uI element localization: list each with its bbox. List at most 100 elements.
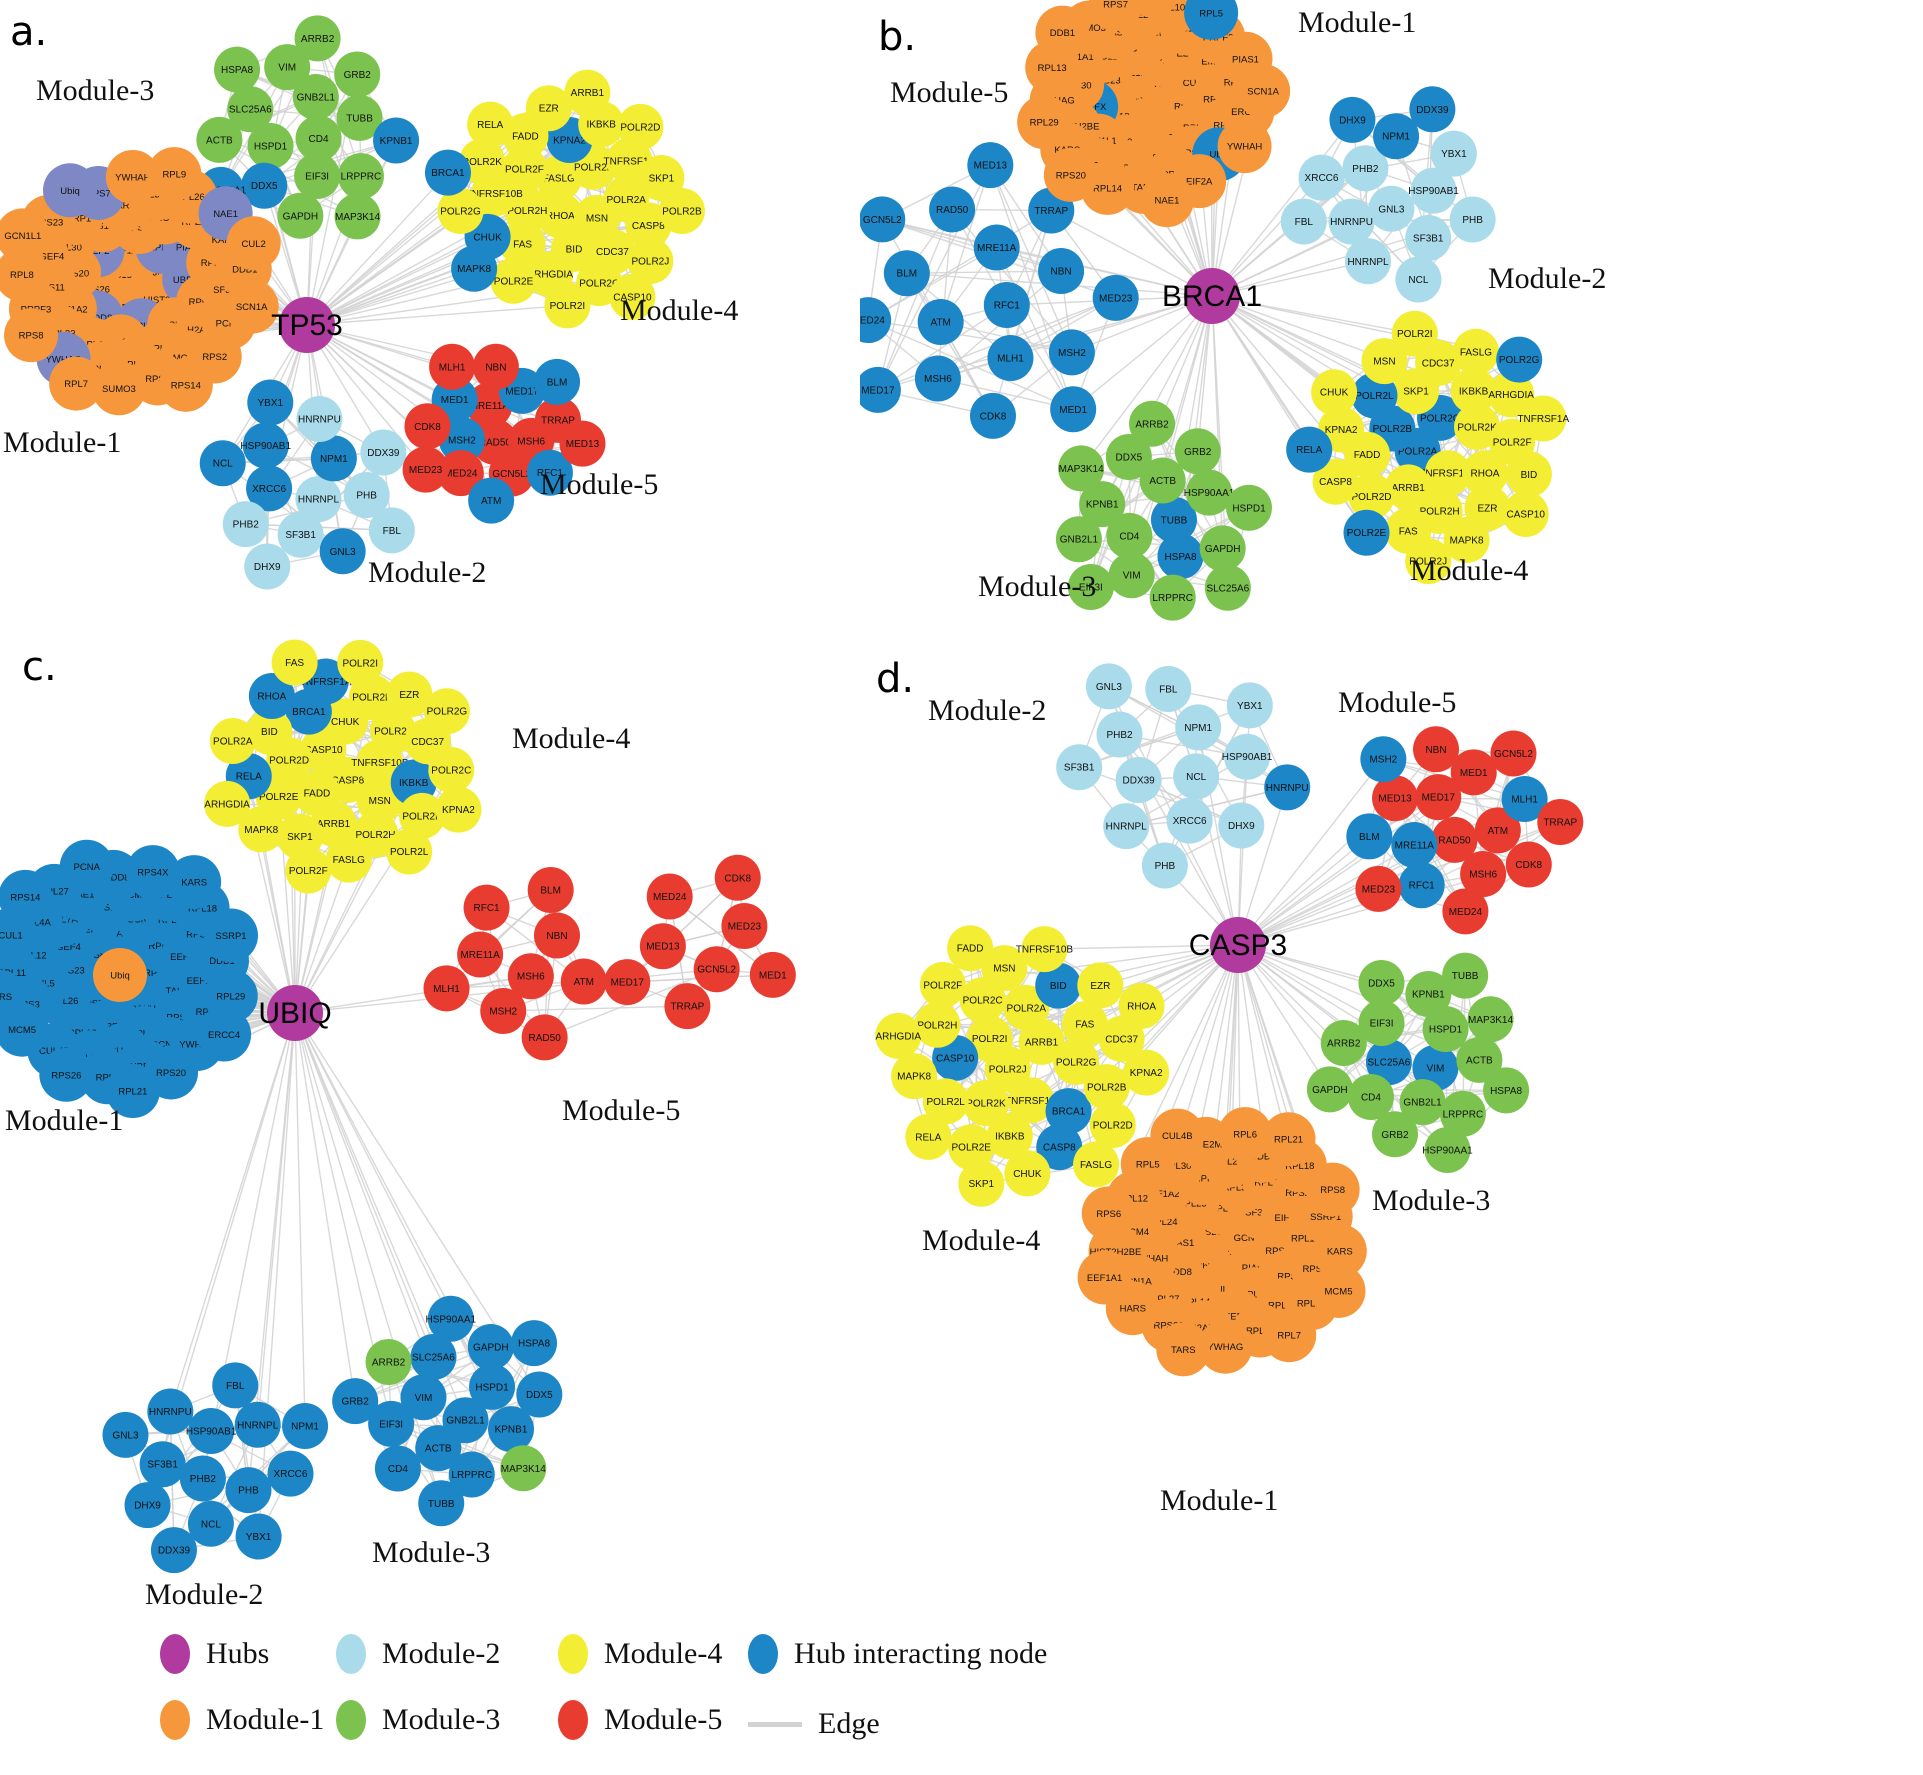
node-RPS8[interactable] bbox=[1305, 1162, 1360, 1217]
node-TRRAP[interactable] bbox=[1537, 799, 1584, 846]
hub-node-UBIQ[interactable] bbox=[267, 985, 323, 1041]
node-BLM[interactable] bbox=[534, 358, 581, 405]
node-RPL26[interactable] bbox=[1126, 0, 1180, 18]
node-TARS[interactable] bbox=[1156, 1322, 1211, 1377]
node-MAPK8[interactable] bbox=[238, 806, 285, 853]
node-BRCA1[interactable] bbox=[1045, 1088, 1092, 1135]
node-TUBB[interactable] bbox=[418, 1480, 465, 1527]
node-MED1[interactable] bbox=[1450, 749, 1497, 796]
node-POLR2K[interactable] bbox=[1454, 403, 1501, 450]
node-HSPD1[interactable] bbox=[1225, 484, 1272, 531]
node-MED24[interactable] bbox=[1442, 888, 1489, 935]
node-Ubiq[interactable] bbox=[43, 163, 98, 218]
node-MSN[interactable] bbox=[981, 945, 1028, 992]
node-RAD50[interactable] bbox=[929, 186, 976, 233]
node-MSH6[interactable] bbox=[1460, 850, 1507, 897]
node-YWHAG[interactable] bbox=[1198, 1319, 1253, 1374]
node-MSH2[interactable] bbox=[438, 416, 485, 463]
node-RPS26[interactable] bbox=[39, 1047, 94, 1102]
node-GCN1L1[interactable] bbox=[0, 208, 50, 263]
node-XRCC6[interactable] bbox=[246, 465, 293, 512]
node-BID[interactable] bbox=[246, 708, 293, 755]
hub-node-TP53[interactable] bbox=[279, 297, 335, 353]
node-ATM[interactable] bbox=[917, 299, 964, 346]
node-MED17[interactable] bbox=[860, 366, 901, 413]
node-SCN1A[interactable] bbox=[224, 279, 279, 334]
node-EZR[interactable] bbox=[1077, 962, 1124, 1009]
node-POLR2J[interactable] bbox=[1405, 538, 1452, 585]
node-KPNA2[interactable] bbox=[435, 786, 482, 833]
node-RHOA[interactable] bbox=[1461, 450, 1508, 497]
node-MAPK8[interactable] bbox=[891, 1053, 938, 1100]
node-MED24[interactable] bbox=[437, 450, 484, 497]
node-TNFRSF1A[interactable] bbox=[1520, 395, 1567, 442]
node-POLR2D[interactable] bbox=[617, 103, 664, 150]
node-CD4[interactable] bbox=[374, 1445, 421, 1492]
node-POLR2E[interactable] bbox=[948, 1124, 995, 1171]
node-SF3B1[interactable] bbox=[1405, 215, 1452, 262]
node-FASLG[interactable] bbox=[325, 836, 372, 883]
node-IKBKB[interactable] bbox=[1450, 367, 1497, 414]
node-POLR2G[interactable] bbox=[1053, 1038, 1100, 1085]
node-MSH6[interactable] bbox=[914, 355, 961, 402]
node-MED23[interactable] bbox=[1092, 274, 1139, 321]
node-MAPK8[interactable] bbox=[451, 245, 498, 292]
node-GNL3[interactable] bbox=[1368, 185, 1415, 232]
node-FAS[interactable] bbox=[271, 639, 318, 686]
node-PHB[interactable] bbox=[1141, 842, 1188, 889]
node-DDX39[interactable] bbox=[1409, 86, 1456, 133]
node-FBL[interactable] bbox=[212, 1362, 259, 1409]
node-RPL21[interactable] bbox=[1261, 1112, 1316, 1167]
node-EIF3I[interactable] bbox=[1358, 999, 1405, 1046]
node-MAP3K14[interactable] bbox=[334, 193, 381, 240]
node-TNFRSF10B[interactable] bbox=[1424, 450, 1471, 497]
node-RPL8[interactable] bbox=[0, 247, 49, 302]
node-POLR2D[interactable] bbox=[1348, 473, 1395, 520]
node-XRCC6[interactable] bbox=[1298, 154, 1345, 201]
node-MED13[interactable] bbox=[1372, 775, 1419, 822]
node-FBL[interactable] bbox=[1145, 666, 1192, 713]
node-EIF3I[interactable] bbox=[1067, 563, 1114, 610]
node-RPS14[interactable] bbox=[0, 869, 53, 924]
node-MSH2[interactable] bbox=[1048, 329, 1095, 376]
node-GAPDH[interactable] bbox=[467, 1323, 514, 1370]
node-VIM[interactable] bbox=[1108, 552, 1155, 599]
node-RPS14[interactable] bbox=[158, 357, 213, 412]
node-MSH6[interactable] bbox=[507, 953, 554, 1000]
node-ARRB2[interactable] bbox=[1129, 400, 1176, 447]
node-MSH2[interactable] bbox=[1360, 736, 1407, 783]
node-DDX39[interactable] bbox=[1115, 757, 1162, 804]
node-DHX9[interactable] bbox=[244, 543, 291, 590]
node-MRE11A[interactable] bbox=[1391, 822, 1438, 869]
node-NCL[interactable] bbox=[199, 440, 246, 487]
node-DDX5[interactable] bbox=[516, 1371, 563, 1418]
node-POLR2H[interactable] bbox=[914, 1001, 961, 1048]
node-POLR2B[interactable] bbox=[1083, 1064, 1130, 1111]
node-MLH1[interactable] bbox=[423, 965, 470, 1012]
node-POLR2I[interactable] bbox=[1391, 310, 1438, 357]
node-SSRP1[interactable] bbox=[203, 908, 258, 963]
node-POLR2I[interactable] bbox=[337, 639, 384, 686]
node-POLR2F[interactable] bbox=[919, 961, 966, 1008]
node-LRPPRC[interactable] bbox=[448, 1451, 495, 1498]
node-MSH2[interactable] bbox=[480, 987, 527, 1034]
node-POLR2G[interactable] bbox=[437, 188, 484, 235]
node-MAPK8[interactable] bbox=[1443, 516, 1490, 563]
node-CDK8[interactable] bbox=[1505, 841, 1552, 888]
node-POLR2F[interactable] bbox=[285, 847, 332, 894]
node-RELA[interactable] bbox=[905, 1113, 952, 1160]
node-YWHAH[interactable] bbox=[105, 149, 160, 204]
node-CD4[interactable] bbox=[1347, 1074, 1394, 1121]
node-POLR2E[interactable] bbox=[490, 257, 537, 304]
node-NPM1[interactable] bbox=[310, 435, 357, 482]
node-DDX5[interactable] bbox=[1358, 960, 1405, 1007]
node-SF3B1[interactable] bbox=[139, 1441, 186, 1488]
node-MED23[interactable] bbox=[402, 446, 449, 493]
node-MRE11A[interactable] bbox=[973, 224, 1020, 271]
node-NCL[interactable] bbox=[1395, 256, 1442, 303]
node-HNRNPL[interactable] bbox=[1103, 803, 1150, 850]
node-ARHGDIA[interactable] bbox=[204, 780, 251, 827]
node-NBN[interactable] bbox=[533, 912, 580, 959]
node-DHX9[interactable] bbox=[1329, 96, 1376, 143]
node-DDX5[interactable] bbox=[1105, 433, 1152, 480]
